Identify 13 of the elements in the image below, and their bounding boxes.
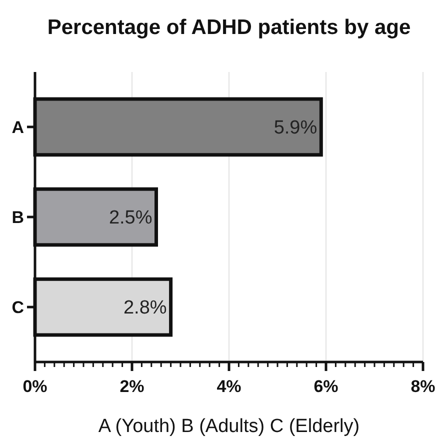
data-label: 2.5%: [108, 208, 152, 229]
x-tick-label: 6%: [314, 377, 338, 396]
y-tick-label: A: [12, 118, 24, 137]
data-label: 5.9%: [274, 118, 318, 139]
y-tick-label: C: [12, 298, 24, 318]
x-tick-label: 8%: [410, 377, 436, 396]
data-label: 2.8%: [123, 298, 167, 319]
x-axis-title: A (Youth) B (Adults) C (Elderly): [98, 416, 360, 437]
y-tick-label: B: [12, 208, 24, 227]
x-tick-label: 2%: [120, 377, 144, 396]
x-tick-label: 0%: [22, 377, 48, 396]
x-tick-label: 4%: [216, 377, 242, 396]
chart-title: Percentage of ADHD patients by age: [47, 16, 411, 39]
